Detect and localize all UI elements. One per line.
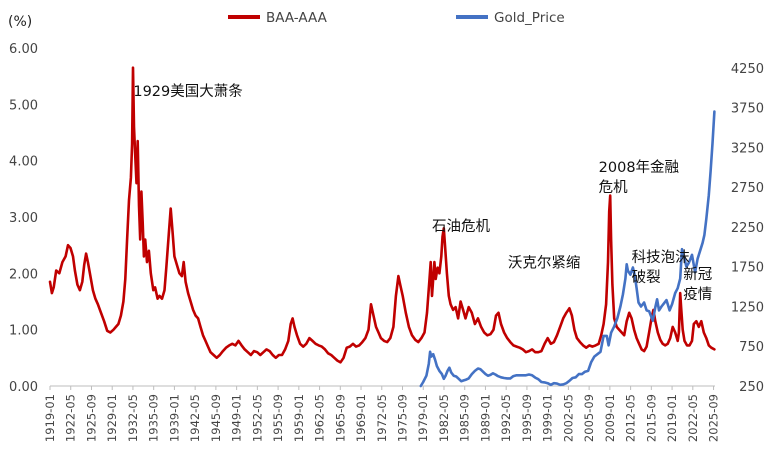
x-tick-label: 2025-09 (707, 394, 721, 442)
series-line-baa-aaa (48, 66, 716, 364)
x-tick-label: 1955-09 (271, 394, 285, 442)
y-left-tick-label: 4.00 (9, 155, 38, 170)
annotation-line: 沃克尔紧缩 (508, 255, 581, 272)
y-left-tick-label: 3.00 (9, 211, 38, 226)
x-tick-label: 1919-01 (43, 394, 57, 442)
x-tick-label: 2005-09 (582, 394, 596, 442)
x-tick-label: 1939-01 (167, 394, 181, 442)
annotation-line: 科技泡沫 (632, 249, 690, 266)
series-line-gold-price (419, 110, 716, 388)
x-tick-label: 1975-09 (396, 394, 410, 442)
annotation-label: 科技泡沫破裂 (632, 249, 690, 286)
annotation-label: 2008年金融危机 (599, 159, 679, 196)
right-y-axis: 250 750 1250 1750 2250 2750 3250 3750 4250 (731, 62, 764, 395)
legend: BAA-AAA Gold_Price (228, 10, 565, 26)
annotation-line: 2008年金融 (599, 159, 679, 176)
x-tick-label: 1972-05 (375, 394, 389, 442)
x-tick-label: 2002-05 (561, 394, 575, 442)
x-tick-label: 1925-09 (84, 394, 98, 442)
y-axis-unit-label: (%) (8, 14, 32, 30)
y-right-tick-label: 3250 (731, 141, 764, 156)
x-tick-label: 2015-09 (644, 394, 658, 442)
x-tick-label: 1965-09 (333, 394, 347, 442)
annotation-line: 疫情 (683, 286, 712, 303)
y-left-tick-label: 5.00 (9, 98, 38, 113)
x-tick-label: 1932-05 (126, 394, 140, 442)
annotation-label: 沃克尔紧缩 (508, 255, 581, 272)
y-left-tick-label: 6.00 (9, 42, 38, 57)
annotation-line: 石油危机 (432, 218, 490, 235)
y-right-tick-label: 4250 (731, 62, 764, 77)
y-left-tick-label: 0.00 (9, 380, 38, 395)
series-layer (48, 66, 716, 388)
x-tick-label: 1979-01 (416, 394, 430, 442)
legend-label-baa-aaa: BAA-AAA (266, 10, 328, 26)
annotation-label: 石油危机 (432, 218, 490, 235)
legend-label-gold-price: Gold_Price (494, 10, 565, 26)
x-tick-label: 1952-05 (250, 394, 264, 442)
y-right-tick-label: 750 (739, 340, 764, 355)
x-tick-label: 1969-01 (354, 394, 368, 442)
annotation-line: 1929美国大萧条 (133, 83, 242, 100)
y-right-tick-label: 1250 (731, 300, 764, 315)
annotation-line: 新冠 (683, 266, 712, 283)
y-right-tick-label: 250 (739, 380, 764, 395)
annotation-line: 危机 (599, 179, 628, 196)
x-tick-label: 1935-09 (147, 394, 161, 442)
y-right-tick-label: 2250 (731, 221, 764, 236)
x-tick-label: 1949-01 (230, 394, 244, 442)
x-tick-label: 2019-01 (665, 394, 679, 442)
y-left-tick-label: 1.00 (9, 324, 38, 339)
annotation-label: 新冠疫情 (683, 266, 712, 303)
x-tick-label: 1995-09 (520, 394, 534, 442)
x-tick-label: 2022-05 (686, 394, 700, 442)
x-tick-label: 1992-05 (499, 394, 513, 442)
x-tick-label: 1922-05 (64, 394, 78, 442)
annotation-label: 1929美国大萧条 (133, 83, 242, 100)
x-tick-label: 1945-09 (209, 394, 223, 442)
x-tick-label: 1929-01 (105, 394, 119, 442)
x-tick-label: 1999-01 (541, 394, 555, 442)
x-tick-label: 1982-05 (437, 394, 451, 442)
x-tick-label: 1989-01 (478, 394, 492, 442)
x-tick-label: 1942-05 (188, 394, 202, 442)
x-axis: 1919-01 1922-05 1925-09 1929-01 1932-05 1935-… (43, 386, 721, 442)
x-tick-label: 2012-05 (624, 394, 638, 442)
y-left-tick-label: 2.00 (9, 267, 38, 282)
x-tick-label: 1959-01 (292, 394, 306, 442)
y-right-tick-label: 3750 (731, 102, 764, 117)
y-right-tick-label: 2750 (731, 181, 764, 196)
x-tick-label: 1962-05 (313, 394, 327, 442)
left-y-axis: 0.00 1.00 2.00 3.00 4.00 5.00 6.00 (9, 42, 38, 395)
x-tick-label: 2009-01 (603, 394, 617, 442)
annotation-line: 破裂 (632, 269, 661, 286)
y-right-tick-label: 1750 (731, 261, 764, 276)
x-tick-label: 1985-09 (458, 394, 472, 442)
